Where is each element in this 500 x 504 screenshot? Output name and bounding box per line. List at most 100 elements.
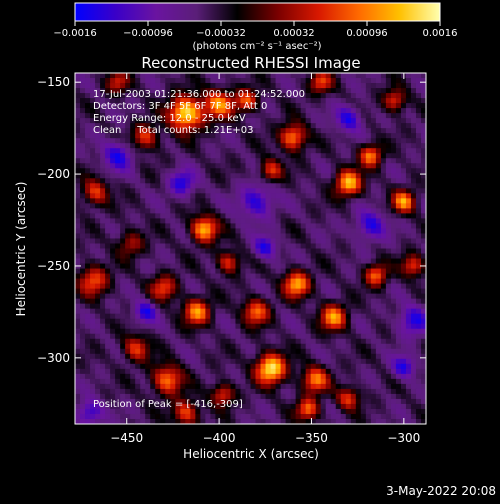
heatmap-cell xyxy=(250,193,257,199)
heatmap-cell xyxy=(260,203,267,209)
heatmap-cell xyxy=(420,78,426,84)
heatmap-cell xyxy=(380,173,387,179)
heatmap-cell xyxy=(345,223,352,230)
heatmap-cell xyxy=(150,363,156,370)
heatmap-cell xyxy=(270,263,277,270)
heatmap-cell xyxy=(305,358,312,365)
heatmap-cell xyxy=(340,128,347,134)
heatmap-cell xyxy=(420,208,426,214)
heatmap-cell xyxy=(375,363,382,370)
heatmap-cell xyxy=(380,98,387,104)
heatmap-cell xyxy=(310,253,317,260)
heatmap-cell xyxy=(220,108,227,114)
heatmap-cell xyxy=(215,183,222,189)
heatmap-cell xyxy=(420,413,426,420)
heatmap-cell xyxy=(90,123,96,129)
heatmap-cell xyxy=(195,248,201,255)
heatmap-cell xyxy=(265,288,272,295)
heatmap-cell xyxy=(225,263,232,270)
heatmap-cell xyxy=(220,338,227,345)
heatmap-cell xyxy=(385,328,392,335)
heatmap-cell xyxy=(285,228,292,235)
heatmap-cell xyxy=(240,168,247,174)
heatmap-cell xyxy=(340,133,347,139)
heatmap-cell xyxy=(395,388,402,395)
heatmap-cell xyxy=(370,373,377,380)
heatmap-cell xyxy=(220,313,227,320)
heatmap-cell xyxy=(260,173,267,179)
heatmap-cell xyxy=(125,238,131,245)
heatmap-cell xyxy=(260,233,267,240)
heatmap-cell xyxy=(405,103,412,109)
heatmap-cell xyxy=(95,353,101,360)
heatmap-cell xyxy=(250,143,257,149)
heatmap-cell xyxy=(225,313,232,320)
heatmap-cell xyxy=(170,363,176,370)
heatmap-cell xyxy=(355,293,362,300)
heatmap-cell xyxy=(135,288,141,295)
heatmap-cell xyxy=(325,363,332,370)
heatmap-cell xyxy=(300,378,307,385)
heatmap-cell xyxy=(415,143,422,149)
heatmap-cell xyxy=(380,108,387,114)
heatmap-cell xyxy=(120,293,126,300)
heatmap-cell xyxy=(275,73,282,79)
heatmap-cell xyxy=(310,218,317,225)
heatmap-cell xyxy=(135,108,141,114)
heatmap-cell xyxy=(400,253,407,260)
heatmap-cell xyxy=(360,283,367,290)
heatmap-cell xyxy=(120,208,126,214)
heatmap-cell xyxy=(260,388,267,395)
heatmap-cell xyxy=(150,218,156,225)
heatmap-cell xyxy=(280,203,287,209)
heatmap-cell xyxy=(310,93,317,99)
heatmap-cell xyxy=(295,338,302,345)
heatmap-cell xyxy=(415,158,422,164)
heatmap-cell xyxy=(400,223,407,230)
heatmap-cell xyxy=(290,303,297,310)
heatmap-cell xyxy=(180,323,186,330)
heatmap-cell xyxy=(390,168,397,174)
heatmap-cell xyxy=(225,123,232,129)
heatmap-cell xyxy=(165,273,171,280)
heatmap-cell xyxy=(385,178,392,184)
heatmap-cell xyxy=(225,368,232,375)
heatmap-cell xyxy=(185,163,191,169)
heatmap-cell xyxy=(270,158,277,164)
heatmap-cell xyxy=(310,233,317,240)
heatmap-cell xyxy=(315,163,322,169)
heatmap-cell xyxy=(365,193,372,199)
heatmap-cell xyxy=(275,378,282,385)
heatmap-cell xyxy=(85,248,91,255)
heatmap-cell xyxy=(310,358,317,365)
heatmap-cell xyxy=(265,293,272,300)
heatmap-cell xyxy=(165,208,171,214)
heatmap-cell xyxy=(355,273,362,280)
heatmap-cell xyxy=(285,253,292,260)
heatmap-cell xyxy=(390,238,397,245)
heatmap-cell xyxy=(150,128,156,134)
heatmap-cell xyxy=(405,268,412,275)
heatmap-cell xyxy=(165,228,171,235)
heatmap-cell xyxy=(255,258,262,265)
heatmap-cell xyxy=(225,358,232,365)
heatmap-cell xyxy=(90,118,96,124)
heatmap-cell xyxy=(150,193,156,199)
heatmap-cell xyxy=(75,273,81,280)
heatmap-cell xyxy=(185,108,191,114)
heatmap-cell xyxy=(80,158,86,164)
heatmap-cell xyxy=(210,273,216,280)
heatmap-cell xyxy=(110,268,116,275)
heatmap-cell xyxy=(405,383,412,390)
heatmap-cell xyxy=(150,228,156,235)
heatmap-cell xyxy=(125,333,131,340)
heatmap-cell xyxy=(195,418,201,424)
heatmap-cell xyxy=(145,193,151,199)
heatmap-cell xyxy=(345,378,352,385)
heatmap-cell xyxy=(290,123,297,129)
heatmap-cell xyxy=(95,218,101,225)
heatmap-cell xyxy=(310,268,317,275)
heatmap-cell xyxy=(375,238,382,245)
heatmap-cell xyxy=(130,188,136,194)
heatmap-cell xyxy=(145,293,151,300)
